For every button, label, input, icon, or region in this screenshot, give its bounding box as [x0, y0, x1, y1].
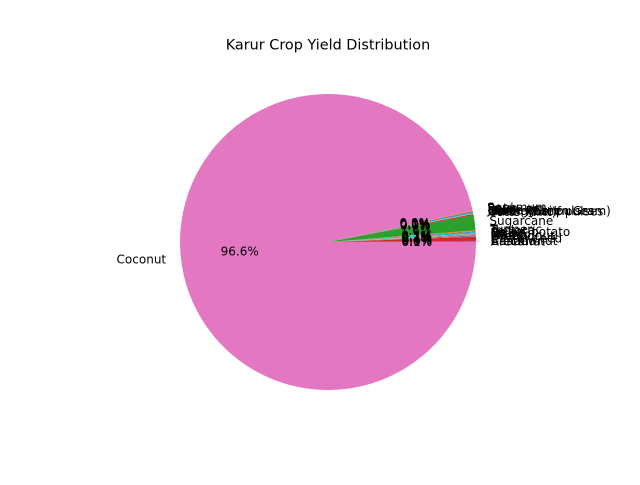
- pct-label-other-kharif-pulses: 0.0%: [400, 218, 431, 232]
- slice-label-jowar: Jowar: [487, 203, 521, 217]
- pct-label-ragi: 0.1%: [400, 217, 431, 231]
- pie-slice-other-rabi-pulses: [328, 213, 474, 242]
- pie-slice-onion: [328, 233, 476, 242]
- slice-label-bajra: Bajra: [487, 202, 518, 216]
- slice-label-castor-seed: Castor seed: [491, 231, 562, 245]
- pct-label-other-rabi-pulses: 0.0%: [400, 218, 431, 232]
- pie-slice-mango: [328, 234, 476, 242]
- slice-label-maize: Maize: [491, 228, 526, 242]
- pie-wedges: [179, 94, 476, 391]
- pie-slice-sugarcane: [328, 215, 476, 242]
- pct-label-jowar: 0.1%: [400, 217, 431, 231]
- slice-label-arecanut: Arecanut: [491, 235, 545, 249]
- pie-slice-rice: [328, 234, 476, 242]
- pie-slice-bajra: [328, 211, 473, 242]
- pie-slice-cotton-lint: [328, 214, 474, 242]
- pie-slice-groundnut: [328, 235, 476, 242]
- pie-slice-cashewnut: [328, 240, 476, 242]
- pct-label-banana: 0.0%: [402, 234, 433, 248]
- pct-label-bajra: 0.1%: [400, 217, 431, 231]
- slice-label-other-kharif-pulses: Other Kharif pulses: [488, 204, 603, 218]
- pct-label-onion: 0.1%: [401, 230, 432, 244]
- pie-slice-moong-green-gram: [328, 213, 474, 242]
- pct-label-urad: 0.0%: [400, 218, 431, 232]
- slice-label-sesamum: Sesamum: [487, 201, 547, 215]
- pct-label-coconut: 96.6%: [221, 244, 259, 258]
- pct-label-turmeric: 0.1%: [401, 228, 432, 242]
- pct-label-arecanut: 0.1%: [402, 235, 433, 249]
- slice-label-rice: Rice: [491, 227, 517, 241]
- slice-label-ragi: Ragi: [487, 201, 513, 215]
- slice-label-other-rabi-pulses: Other Rabi pulses: [488, 204, 595, 218]
- pct-label-moong-green-gram: 0.0%: [400, 218, 431, 232]
- pie-slice-sesamum: [328, 210, 473, 242]
- slice-label-sweet-potato: Sweet potato: [490, 225, 570, 239]
- pct-label-cashewnut: 0.0%: [402, 234, 433, 248]
- slice-label-banana: Banana: [491, 234, 537, 248]
- pct-label-tapioca: 0.1%: [401, 229, 432, 243]
- pie-slice-arecanut: [328, 241, 476, 242]
- pie-slice-jowar: [328, 212, 474, 242]
- slice-label-groundnut: Groundnut: [491, 229, 555, 243]
- slice-label-cashewnut: Cashewnut: [491, 234, 558, 248]
- slice-label-sugarcane: Sugarcane: [489, 214, 553, 228]
- chart-title: Karur Crop Yield Distribution: [226, 38, 430, 54]
- slice-label-tapioca: Tapioca: [489, 224, 535, 238]
- pie-slice-banana: [328, 241, 476, 242]
- pie-slice-ragi: [328, 210, 473, 242]
- pct-label-castor-seed: 0.4%: [402, 233, 433, 247]
- pie-slice-other-kharif-pulses: [328, 213, 474, 242]
- slice-label-onion: Onion: [491, 226, 526, 240]
- pct-label-rice: 0.1%: [401, 230, 432, 244]
- slice-label-coconut: Coconut: [117, 252, 167, 266]
- pie-slice-turmeric: [328, 230, 476, 242]
- pie-slice-castor-seed: [328, 236, 476, 242]
- pct-label-sweet-potato: 0.2%: [401, 229, 432, 243]
- pct-label-maize: 0.1%: [401, 231, 432, 245]
- pie-slice-horse-gram: [328, 213, 474, 242]
- pie-slice-sweet-potato: [328, 231, 476, 242]
- pct-label-sesamum: 0.0%: [400, 216, 431, 230]
- pct-label-mango: 0.1%: [401, 231, 432, 245]
- pct-label-horse-gram: 0.0%: [400, 218, 431, 232]
- slice-label-turmeric: Turmeric: [489, 223, 542, 237]
- slice-label-moong-green-gram: Moong(Green Gram): [488, 204, 611, 218]
- pie-slice-coconut: [179, 94, 476, 391]
- pie-slice-tapioca: [328, 231, 476, 242]
- slice-label-urad: Urad: [488, 204, 517, 218]
- slice-label-mango: Mango: [491, 227, 531, 241]
- slice-label-cotton-lint: Cotton(lint): [488, 205, 556, 219]
- pct-label-groundnut: 0.1%: [401, 232, 432, 246]
- percentage-labels: 0.1%0.0%0.0%0.4%0.1%0.1%0.1%0.1%0.1%0.2%…: [221, 216, 432, 258]
- slice-label-horse-gram: Horse-gram: [488, 203, 559, 217]
- pie-slice-maize: [328, 235, 476, 242]
- pct-label-sugarcane: 1.6%: [401, 223, 432, 237]
- pct-label-cotton-lint: 0.1%: [400, 219, 431, 233]
- pie-slice-urad: [328, 213, 474, 242]
